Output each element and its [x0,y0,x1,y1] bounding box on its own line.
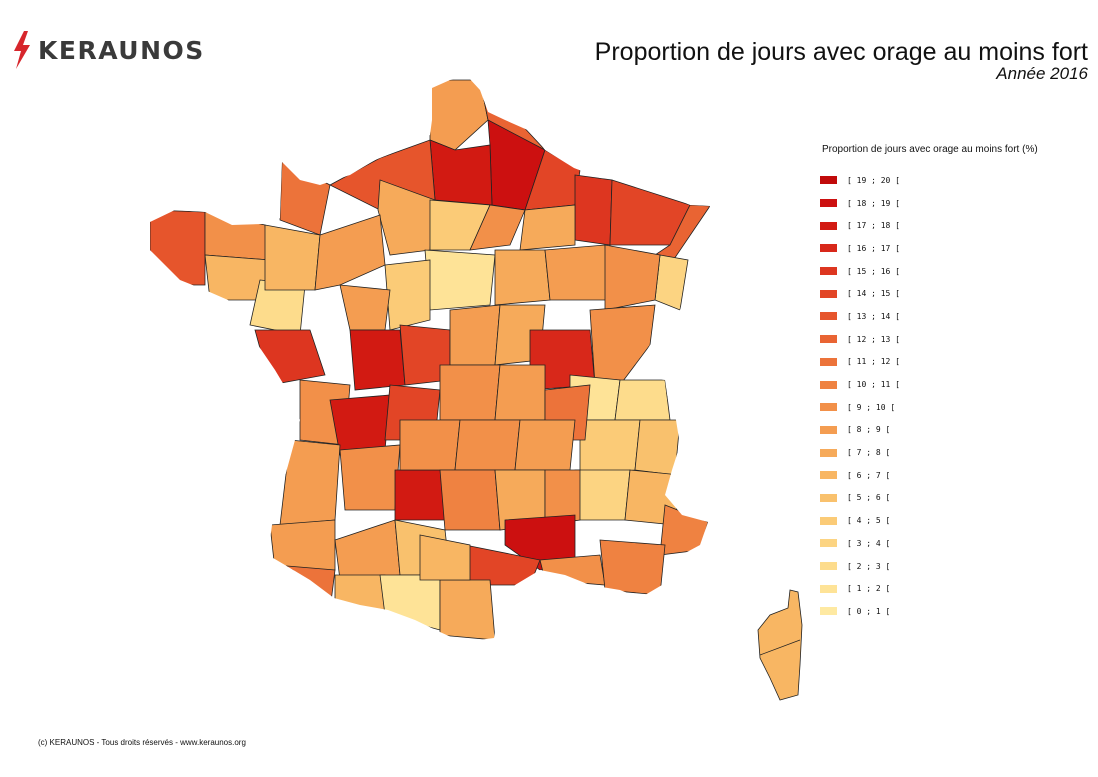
legend-item: [ 1 ; 2 [ [820,577,1090,600]
legend-item: [ 10 ; 11 [ [820,373,1090,396]
legend-swatch [820,289,837,298]
legend-item: [ 12 ; 13 [ [820,328,1090,351]
legend-item: [ 2 ; 3 [ [820,555,1090,578]
legend-item: [ 5 ; 6 [ [820,487,1090,510]
legend-item: [ 8 ; 9 [ [820,419,1090,442]
legend-label: [ 9 ; 10 [ [847,402,896,412]
legend-item: [ 7 ; 8 [ [820,441,1090,464]
brand-name: KERAUNOS [38,35,205,65]
map-title: Proportion de jours avec orage au moins … [594,38,1088,66]
legend-label: [ 12 ; 13 [ [847,334,900,344]
legend-label: [ 11 ; 12 [ [847,357,900,367]
legend-label: [ 4 ; 5 [ [847,516,891,526]
legend-swatch [820,199,837,208]
legend-item: [ 16 ; 17 [ [820,237,1090,260]
legend-swatch [820,244,837,253]
legend-swatch [820,448,837,457]
copyright-footer: (c) KERAUNOS - Tous droits réservés - ww… [38,738,246,747]
legend-item: [ 17 ; 18 [ [820,214,1090,237]
legend-swatch [820,562,837,571]
map-subtitle: Année 2016 [996,64,1088,83]
legend-items: [ 19 ; 20 [ [ 18 ; 19 [ [ 17 ; 18 [ [ 16 ; … [820,169,1090,623]
legend-title: Proportion de jours avec orage au moins … [822,144,1038,155]
legend-label: [ 1 ; 2 [ [847,584,891,594]
legend-label: [ 18 ; 19 [ [847,198,900,208]
legend-label: [ 17 ; 18 [ [847,221,900,231]
legend-label: [ 19 ; 20 [ [847,175,900,185]
legend-item: [ 4 ; 5 [ [820,509,1090,532]
legend-swatch [820,312,837,321]
legend-label: [ 0 ; 1 [ [847,606,891,616]
legend-label: [ 5 ; 6 [ [847,493,891,503]
legend-item: [ 6 ; 7 [ [820,464,1090,487]
legend-swatch [820,425,837,434]
legend-item: [ 13 ; 14 [ [820,305,1090,328]
legend: Proportion de jours avec orage au moins … [820,144,1090,623]
legend-swatch [820,584,837,593]
legend-label: [ 10 ; 11 [ [847,380,900,390]
legend-item: [ 0 ; 1 [ [820,600,1090,623]
legend-swatch [820,176,837,185]
legend-item: [ 9 ; 10 [ [820,396,1090,419]
legend-swatch [820,335,837,344]
legend-swatch [820,403,837,412]
legend-label: [ 2 ; 3 [ [847,561,891,571]
legend-label: [ 6 ; 7 [ [847,470,891,480]
legend-swatch [820,539,837,548]
legend-label: [ 15 ; 16 [ [847,266,900,276]
legend-item: [ 19 ; 20 [ [820,169,1090,192]
legend-label: [ 13 ; 14 [ [847,311,900,321]
legend-label: [ 14 ; 15 [ [847,289,900,299]
legend-swatch [820,471,837,480]
legend-swatch [820,607,837,616]
legend-label: [ 8 ; 9 [ [847,425,891,435]
legend-swatch [820,221,837,230]
legend-swatch [820,380,837,389]
legend-swatch [820,493,837,502]
legend-item: [ 3 ; 4 [ [820,532,1090,555]
keraunos-logo: KERAUNOS [12,30,205,70]
legend-item: [ 11 ; 12 [ [820,351,1090,374]
legend-label: [ 7 ; 8 [ [847,448,891,458]
legend-swatch [820,516,837,525]
legend-swatch [820,357,837,366]
legend-item: [ 15 ; 16 [ [820,260,1090,283]
legend-label: [ 3 ; 4 [ [847,538,891,548]
legend-item: [ 14 ; 15 [ [820,282,1090,305]
legend-label: [ 16 ; 17 [ [847,243,900,253]
lightning-bolt-icon [14,31,30,69]
legend-swatch [820,267,837,276]
legend-item: [ 18 ; 19 [ [820,192,1090,215]
